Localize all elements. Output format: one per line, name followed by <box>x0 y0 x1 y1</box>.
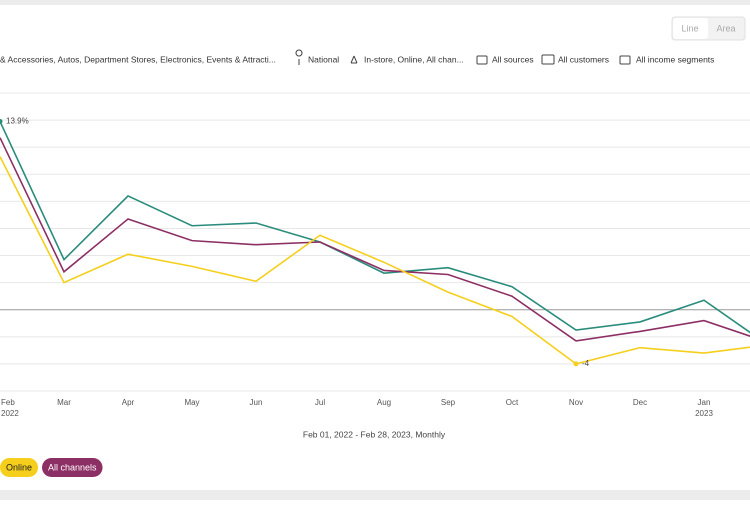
value-label: 13.9% <box>6 117 29 126</box>
legend-chip-bg <box>0 458 39 477</box>
x-tick-label: Nov <box>569 398 583 407</box>
series-line <box>0 137 750 342</box>
x-tick-label: Aug <box>377 398 391 407</box>
filter-channel[interactable]: In-store, Online, All chan... <box>364 54 464 64</box>
bottom-band <box>0 490 750 500</box>
point-marker <box>573 361 579 367</box>
filter-income[interactable]: All income segments <box>636 54 714 64</box>
filter-icons <box>295 49 631 65</box>
filter-customer[interactable]: All customers <box>558 54 609 64</box>
x-tick-label: May <box>184 398 199 407</box>
x-tick-year: 2022 <box>1 409 19 418</box>
x-tick-label: Apr <box>122 398 135 407</box>
pin-icon <box>295 49 303 65</box>
customer-icon <box>541 54 555 65</box>
channel-icon <box>350 55 358 64</box>
filter-geo[interactable]: National <box>308 54 339 64</box>
area-button[interactable]: Area <box>716 23 735 33</box>
source-icon <box>476 55 488 65</box>
x-tick-label: Jul <box>315 398 325 407</box>
x-tick-label: Jan <box>698 398 711 407</box>
series-line <box>0 156 750 365</box>
legend-label: Online <box>6 462 32 472</box>
view-toggle: Line Area <box>671 16 746 41</box>
legend-label: All channels <box>48 462 97 472</box>
x-tick-label: Oct <box>506 398 519 407</box>
legend-chip[interactable]: Online <box>0 458 39 477</box>
series-line <box>0 121 750 334</box>
x-tick-label: Mar <box>57 398 71 407</box>
x-tick-label: Feb <box>1 398 15 407</box>
point-marker <box>0 118 3 124</box>
x-tick-label: Sep <box>441 398 456 407</box>
filter-categories[interactable]: & Accessories, Autos, Department Stores,… <box>0 54 276 64</box>
legend-chip-bg <box>42 458 103 477</box>
filter-source[interactable]: All sources <box>492 54 534 64</box>
x-tick-label: Dec <box>633 398 647 407</box>
toggle-active <box>673 18 708 39</box>
income-icon <box>619 55 631 65</box>
line-button[interactable]: Line <box>681 23 698 33</box>
x-tick-label: Jun <box>250 398 263 407</box>
legend-chip[interactable]: All channels <box>42 458 103 477</box>
x-tick-year: 2023 <box>695 409 713 418</box>
top-border <box>0 0 750 5</box>
x-axis-label: Feb 01, 2022 - Feb 28, 2023, Monthly <box>303 429 446 439</box>
value-label: -4 <box>582 359 590 368</box>
